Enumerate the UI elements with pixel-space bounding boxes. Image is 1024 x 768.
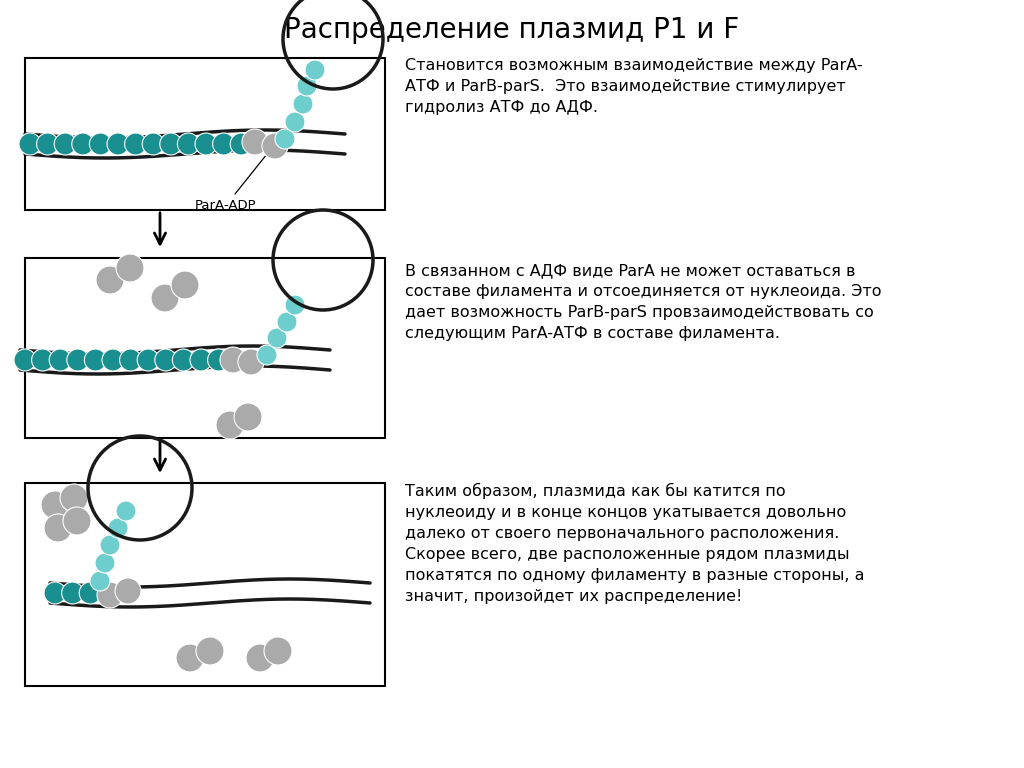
Circle shape [142, 133, 164, 155]
Circle shape [32, 349, 53, 371]
Circle shape [89, 133, 112, 155]
Circle shape [257, 345, 278, 365]
Circle shape [102, 349, 124, 371]
Circle shape [44, 514, 72, 542]
Circle shape [213, 133, 234, 155]
Circle shape [115, 578, 141, 604]
Circle shape [61, 582, 84, 604]
Circle shape [137, 349, 159, 371]
Circle shape [230, 133, 252, 155]
Circle shape [246, 644, 274, 672]
Circle shape [278, 312, 297, 332]
Circle shape [106, 133, 129, 155]
Circle shape [19, 133, 41, 155]
Circle shape [155, 349, 177, 371]
Circle shape [293, 94, 313, 114]
Circle shape [84, 349, 106, 371]
Bar [25, 483, 385, 686]
Circle shape [116, 254, 144, 282]
Circle shape [60, 484, 88, 512]
Circle shape [54, 133, 76, 155]
Circle shape [195, 133, 217, 155]
Circle shape [238, 349, 264, 375]
Circle shape [79, 582, 101, 604]
Circle shape [120, 349, 141, 371]
Bar [25, 258, 385, 438]
Text: Распределение плазмид P1 и F: Распределение плазмид P1 и F [285, 16, 739, 44]
Text: Становится возможным взаимодействие между ParA-
АТФ и ParB-parS.  Это взаимодейс: Становится возможным взаимодействие межд… [406, 58, 862, 115]
Circle shape [14, 349, 36, 371]
Circle shape [96, 266, 124, 294]
Circle shape [190, 349, 212, 371]
Circle shape [90, 571, 110, 591]
Bar [25, 58, 385, 210]
Circle shape [72, 133, 94, 155]
Circle shape [97, 582, 123, 608]
Circle shape [171, 271, 199, 299]
Circle shape [44, 582, 66, 604]
Circle shape [196, 637, 224, 665]
Circle shape [67, 349, 89, 371]
Circle shape [37, 133, 58, 155]
Circle shape [264, 637, 292, 665]
Text: В связанном с АДФ виде ParA не может оставаться в
составе филамента и отсоединяе: В связанном с АДФ виде ParA не может ост… [406, 263, 882, 341]
Circle shape [297, 76, 317, 96]
Circle shape [220, 347, 246, 373]
Circle shape [262, 133, 288, 159]
Circle shape [95, 553, 115, 573]
Circle shape [242, 129, 268, 155]
Circle shape [125, 133, 146, 155]
Circle shape [63, 507, 91, 535]
Circle shape [160, 133, 182, 155]
Circle shape [234, 403, 262, 431]
Circle shape [49, 349, 72, 371]
Circle shape [216, 411, 244, 439]
Circle shape [305, 60, 325, 80]
Circle shape [208, 349, 229, 371]
Circle shape [100, 535, 120, 555]
Circle shape [285, 295, 305, 315]
Circle shape [108, 518, 128, 538]
Text: Таким образом, плазмида как бы катится по
нуклеоиду и в конце концов укатывается: Таким образом, плазмида как бы катится п… [406, 483, 864, 604]
Circle shape [41, 491, 69, 519]
Text: ParA-ADP: ParA-ADP [195, 156, 265, 212]
Circle shape [285, 112, 305, 132]
Circle shape [267, 328, 287, 348]
Circle shape [275, 129, 295, 149]
Circle shape [172, 349, 195, 371]
Circle shape [151, 284, 179, 312]
Circle shape [176, 644, 204, 672]
Circle shape [177, 133, 200, 155]
Circle shape [116, 501, 136, 521]
